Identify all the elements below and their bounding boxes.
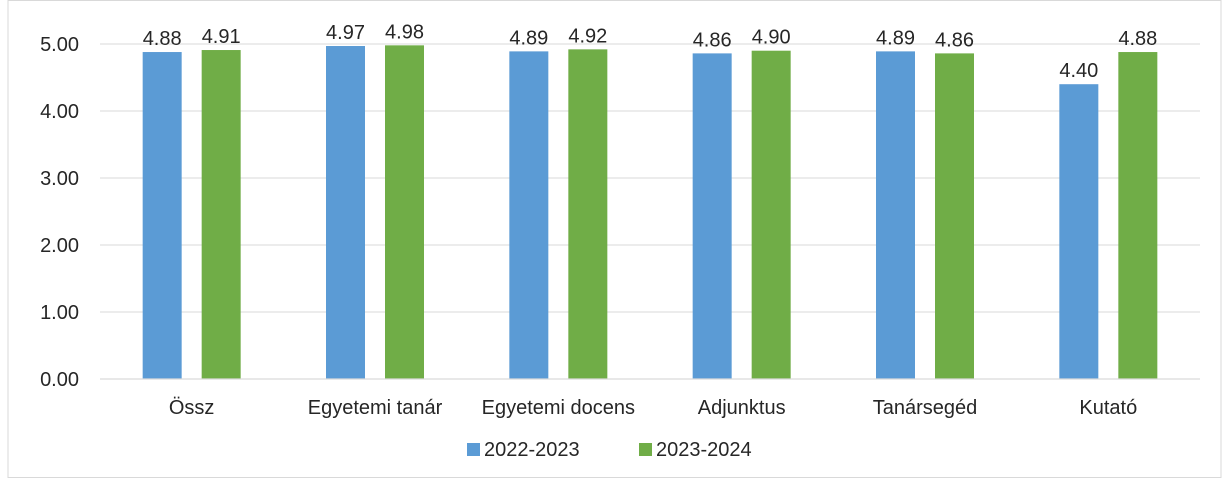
y-tick-label: 2.00 [40,235,79,257]
bar-2023-2024 [201,50,241,379]
x-tick-label: Össz [169,397,215,419]
bar-2022-2023 [876,51,915,380]
bar-2023-2024 [385,45,424,380]
data-label: 4.98 [385,21,424,43]
bar-2023-2024 [751,50,791,379]
legend-swatch [639,443,652,456]
data-label: 4.88 [143,28,182,50]
y-tick-label: 0.00 [40,369,79,391]
x-tick-label: Adjunktus [698,397,786,419]
legend-swatch [467,443,480,456]
legend-label: 2023-2024 [656,439,752,461]
bars [142,45,1158,380]
data-labels: 4.88 4.91 4.97 4.98 4.89 4.92 4.86 4.90 4.89 4.86… [143,21,1158,82]
bar-2022-2023 [509,51,549,380]
y-tick-label: 4.00 [40,101,79,123]
bar-2022-2023 [1059,84,1099,379]
bar-2022-2023 [326,46,365,379]
y-axis-tick-labels: 0.00 1.00 2.00 3.00 4.00 5.00 [40,34,79,391]
x-axis-tick-labels: Össz Egyetemi tanár Egyetemi docens Adjunkt… [169,397,1137,419]
data-label: 4.89 [509,27,548,49]
data-label: 4.86 [693,29,732,51]
y-tick-label: 3.00 [40,168,79,190]
data-label: 4.89 [876,27,915,49]
bar-2022-2023 [692,53,732,379]
x-tick-label: Egyetemi docens [482,397,635,419]
bar-2022-2023 [142,52,182,379]
legend-label: 2022-2023 [484,439,580,461]
data-label: 4.86 [935,29,974,51]
data-label: 4.40 [1059,60,1098,82]
x-tick-label: Egyetemi tanár [308,397,443,419]
gridlines [100,43,1200,313]
data-label: 4.88 [1118,28,1157,50]
bar-2023-2024 [1118,52,1158,379]
x-tick-label: Kutató [1079,397,1137,419]
bar-2023-2024 [935,53,974,379]
data-label: 4.90 [752,27,791,49]
x-tick-label: Tanársegéd [873,397,978,419]
data-label: 4.92 [568,25,607,47]
bar-2023-2024 [568,49,608,380]
y-tick-label: 5.00 [40,34,79,56]
data-label: 4.91 [202,26,241,48]
data-label: 4.97 [326,22,365,44]
y-tick-label: 1.00 [40,302,79,324]
legend: 2022-2023 2023-2024 [467,439,752,461]
